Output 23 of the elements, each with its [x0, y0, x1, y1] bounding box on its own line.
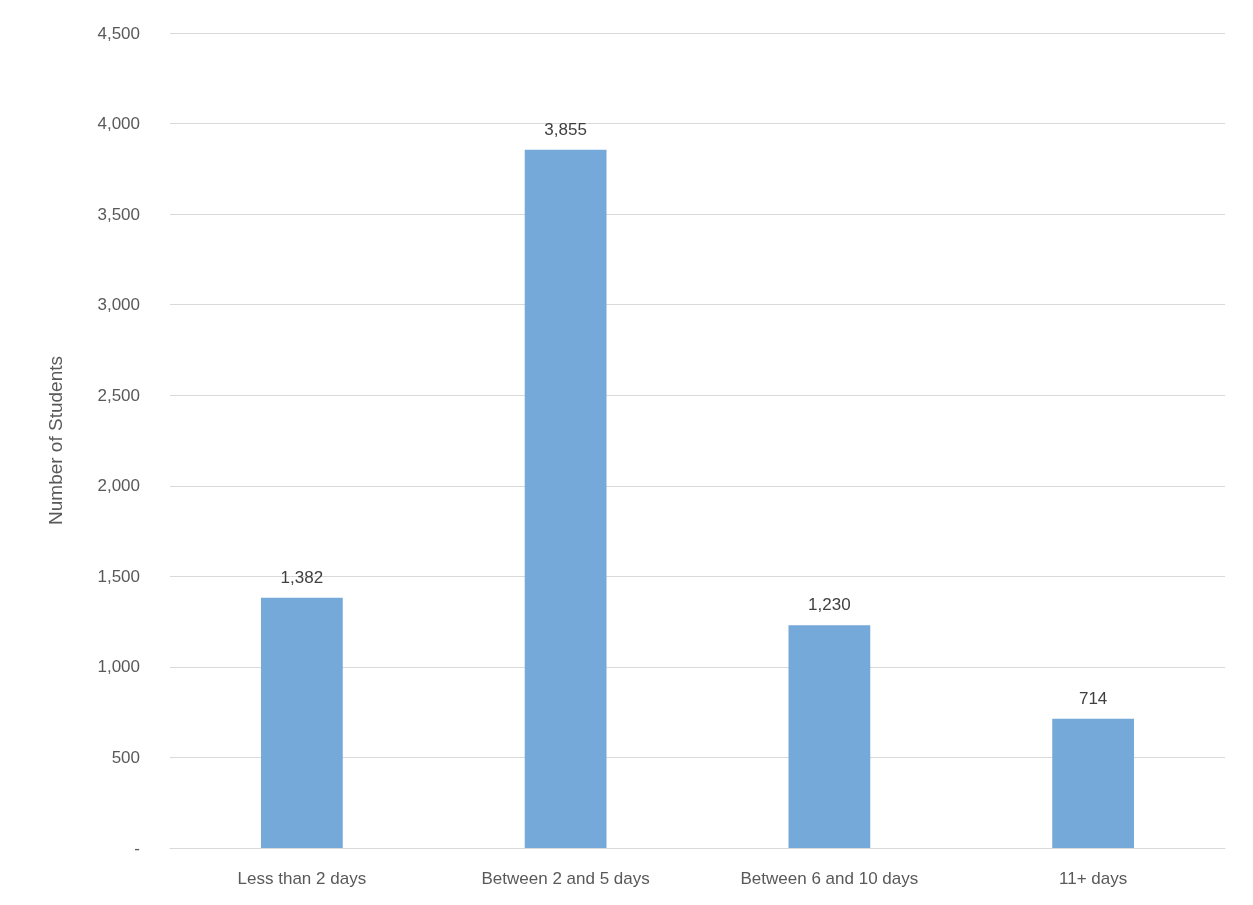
data-label: 1,382	[280, 567, 324, 587]
x-tick-label: Between 2 and 5 days	[481, 869, 650, 888]
data-label: 1,230	[808, 595, 851, 615]
y-tick-label: 3,500	[97, 204, 140, 224]
x-tick-label: Less than 2 days	[237, 869, 367, 888]
data-label: 3,855	[544, 119, 587, 139]
bar	[260, 597, 343, 848]
x-tick-label: Between 6 and 10 days	[740, 869, 919, 888]
y-tick-label: -	[134, 838, 140, 858]
bar	[788, 625, 871, 848]
y-tick-label: 2,000	[97, 476, 140, 496]
y-tick-label: 1,500	[97, 566, 140, 586]
x-tick-label: 11+ days	[1059, 869, 1128, 888]
y-tick-label: 3,000	[97, 295, 140, 315]
bar	[524, 149, 607, 848]
y-tick-label: 2,500	[97, 385, 140, 405]
y-tick-label: 4,000	[97, 114, 140, 134]
y-tick-label: 4,500	[97, 23, 140, 43]
data-label: 714	[1078, 688, 1108, 708]
bar	[1052, 718, 1135, 848]
y-tick-label: 500	[111, 747, 140, 767]
y-axis-title: Number of Students	[45, 356, 66, 525]
y-tick-label: 1,000	[97, 657, 140, 677]
